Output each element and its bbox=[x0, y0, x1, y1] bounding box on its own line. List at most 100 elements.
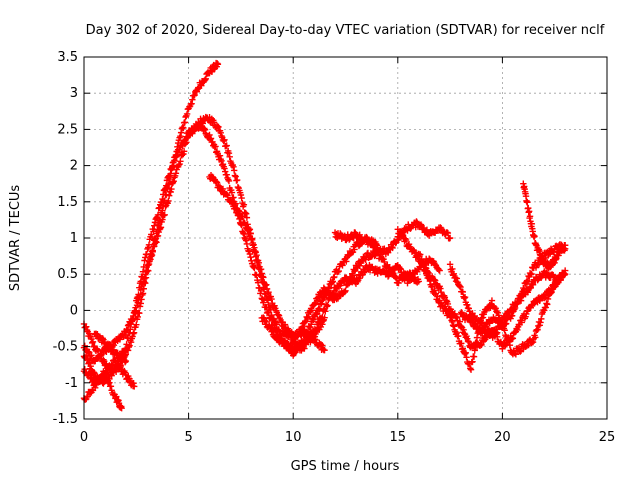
data-point bbox=[456, 283, 464, 290]
data-point bbox=[224, 176, 232, 183]
data-point bbox=[225, 177, 233, 185]
data-point bbox=[331, 273, 338, 281]
series-track-8 bbox=[258, 255, 443, 353]
data-point bbox=[269, 327, 276, 334]
data-point bbox=[243, 214, 251, 221]
data-point bbox=[251, 247, 259, 255]
data-point bbox=[473, 334, 481, 341]
data-point bbox=[124, 334, 132, 342]
data-point bbox=[108, 372, 115, 379]
data-point bbox=[87, 362, 94, 370]
data-point bbox=[318, 315, 325, 322]
data-point bbox=[134, 313, 141, 321]
data-point bbox=[464, 337, 472, 345]
data-point bbox=[239, 213, 246, 221]
data-point bbox=[482, 323, 490, 330]
data-point bbox=[465, 338, 472, 346]
data-point bbox=[122, 357, 130, 365]
data-point bbox=[85, 348, 92, 355]
data-point bbox=[166, 172, 174, 180]
data-point bbox=[315, 305, 322, 312]
data-point bbox=[221, 165, 228, 172]
data-point bbox=[112, 357, 119, 365]
data-point bbox=[214, 61, 222, 68]
series-track-1 bbox=[80, 59, 222, 376]
data-point bbox=[389, 244, 396, 252]
data-point bbox=[257, 266, 265, 273]
data-point bbox=[534, 326, 541, 333]
data-point bbox=[324, 302, 331, 309]
data-point bbox=[118, 404, 125, 412]
data-point bbox=[175, 161, 183, 169]
data-point bbox=[459, 345, 467, 352]
data-point bbox=[318, 300, 325, 307]
data-point bbox=[561, 245, 569, 253]
data-point bbox=[132, 304, 139, 311]
data-point bbox=[351, 267, 358, 275]
data-point bbox=[561, 271, 569, 278]
data-point bbox=[145, 241, 153, 249]
data-point bbox=[307, 323, 314, 331]
data-point bbox=[81, 342, 88, 349]
data-point bbox=[502, 316, 509, 323]
data-point bbox=[218, 157, 225, 164]
data-point bbox=[328, 279, 336, 286]
data-point bbox=[353, 263, 360, 271]
data-series bbox=[80, 59, 569, 412]
data-point bbox=[514, 326, 521, 334]
data-point bbox=[170, 178, 177, 185]
data-point bbox=[242, 237, 250, 244]
data-point bbox=[207, 135, 215, 142]
data-point bbox=[257, 287, 265, 295]
data-point bbox=[449, 322, 457, 329]
data-point bbox=[351, 246, 358, 253]
data-point bbox=[473, 338, 480, 346]
data-point bbox=[323, 303, 331, 310]
data-point bbox=[244, 227, 251, 234]
chart-title: Day 302 of 2020, Sidereal Day-to-day VTE… bbox=[86, 23, 605, 38]
data-point bbox=[246, 233, 254, 240]
data-point bbox=[406, 269, 413, 276]
data-point bbox=[159, 191, 167, 198]
data-point bbox=[295, 331, 302, 338]
data-point bbox=[469, 358, 476, 365]
data-point bbox=[234, 183, 242, 191]
data-point bbox=[106, 343, 113, 351]
data-point bbox=[131, 383, 138, 390]
data-point bbox=[133, 295, 141, 302]
data-point bbox=[434, 293, 441, 300]
data-point bbox=[397, 266, 404, 273]
data-point bbox=[202, 75, 209, 83]
data-point bbox=[127, 339, 135, 346]
data-point bbox=[470, 353, 478, 360]
data-point bbox=[311, 300, 319, 307]
data-point bbox=[265, 289, 272, 296]
data-point bbox=[361, 268, 369, 275]
data-point bbox=[236, 208, 243, 215]
data-point bbox=[255, 259, 263, 267]
data-point bbox=[543, 300, 550, 307]
data-point bbox=[453, 275, 461, 282]
data-point bbox=[131, 307, 139, 314]
data-point bbox=[149, 248, 156, 256]
data-point bbox=[478, 341, 485, 349]
data-point bbox=[247, 254, 254, 261]
series-track-7 bbox=[91, 330, 130, 366]
data-point bbox=[144, 245, 151, 253]
data-point bbox=[246, 250, 254, 258]
data-point bbox=[425, 274, 432, 282]
data-point bbox=[240, 201, 248, 208]
data-point bbox=[145, 262, 152, 269]
data-point bbox=[532, 334, 539, 341]
data-point bbox=[339, 262, 346, 269]
data-point bbox=[161, 186, 168, 193]
data-point bbox=[212, 143, 219, 150]
data-point bbox=[252, 249, 260, 256]
data-point bbox=[418, 255, 425, 263]
data-point bbox=[161, 211, 168, 218]
data-point bbox=[508, 312, 516, 319]
data-point bbox=[263, 318, 270, 326]
data-point bbox=[229, 199, 236, 207]
data-point bbox=[171, 157, 178, 164]
